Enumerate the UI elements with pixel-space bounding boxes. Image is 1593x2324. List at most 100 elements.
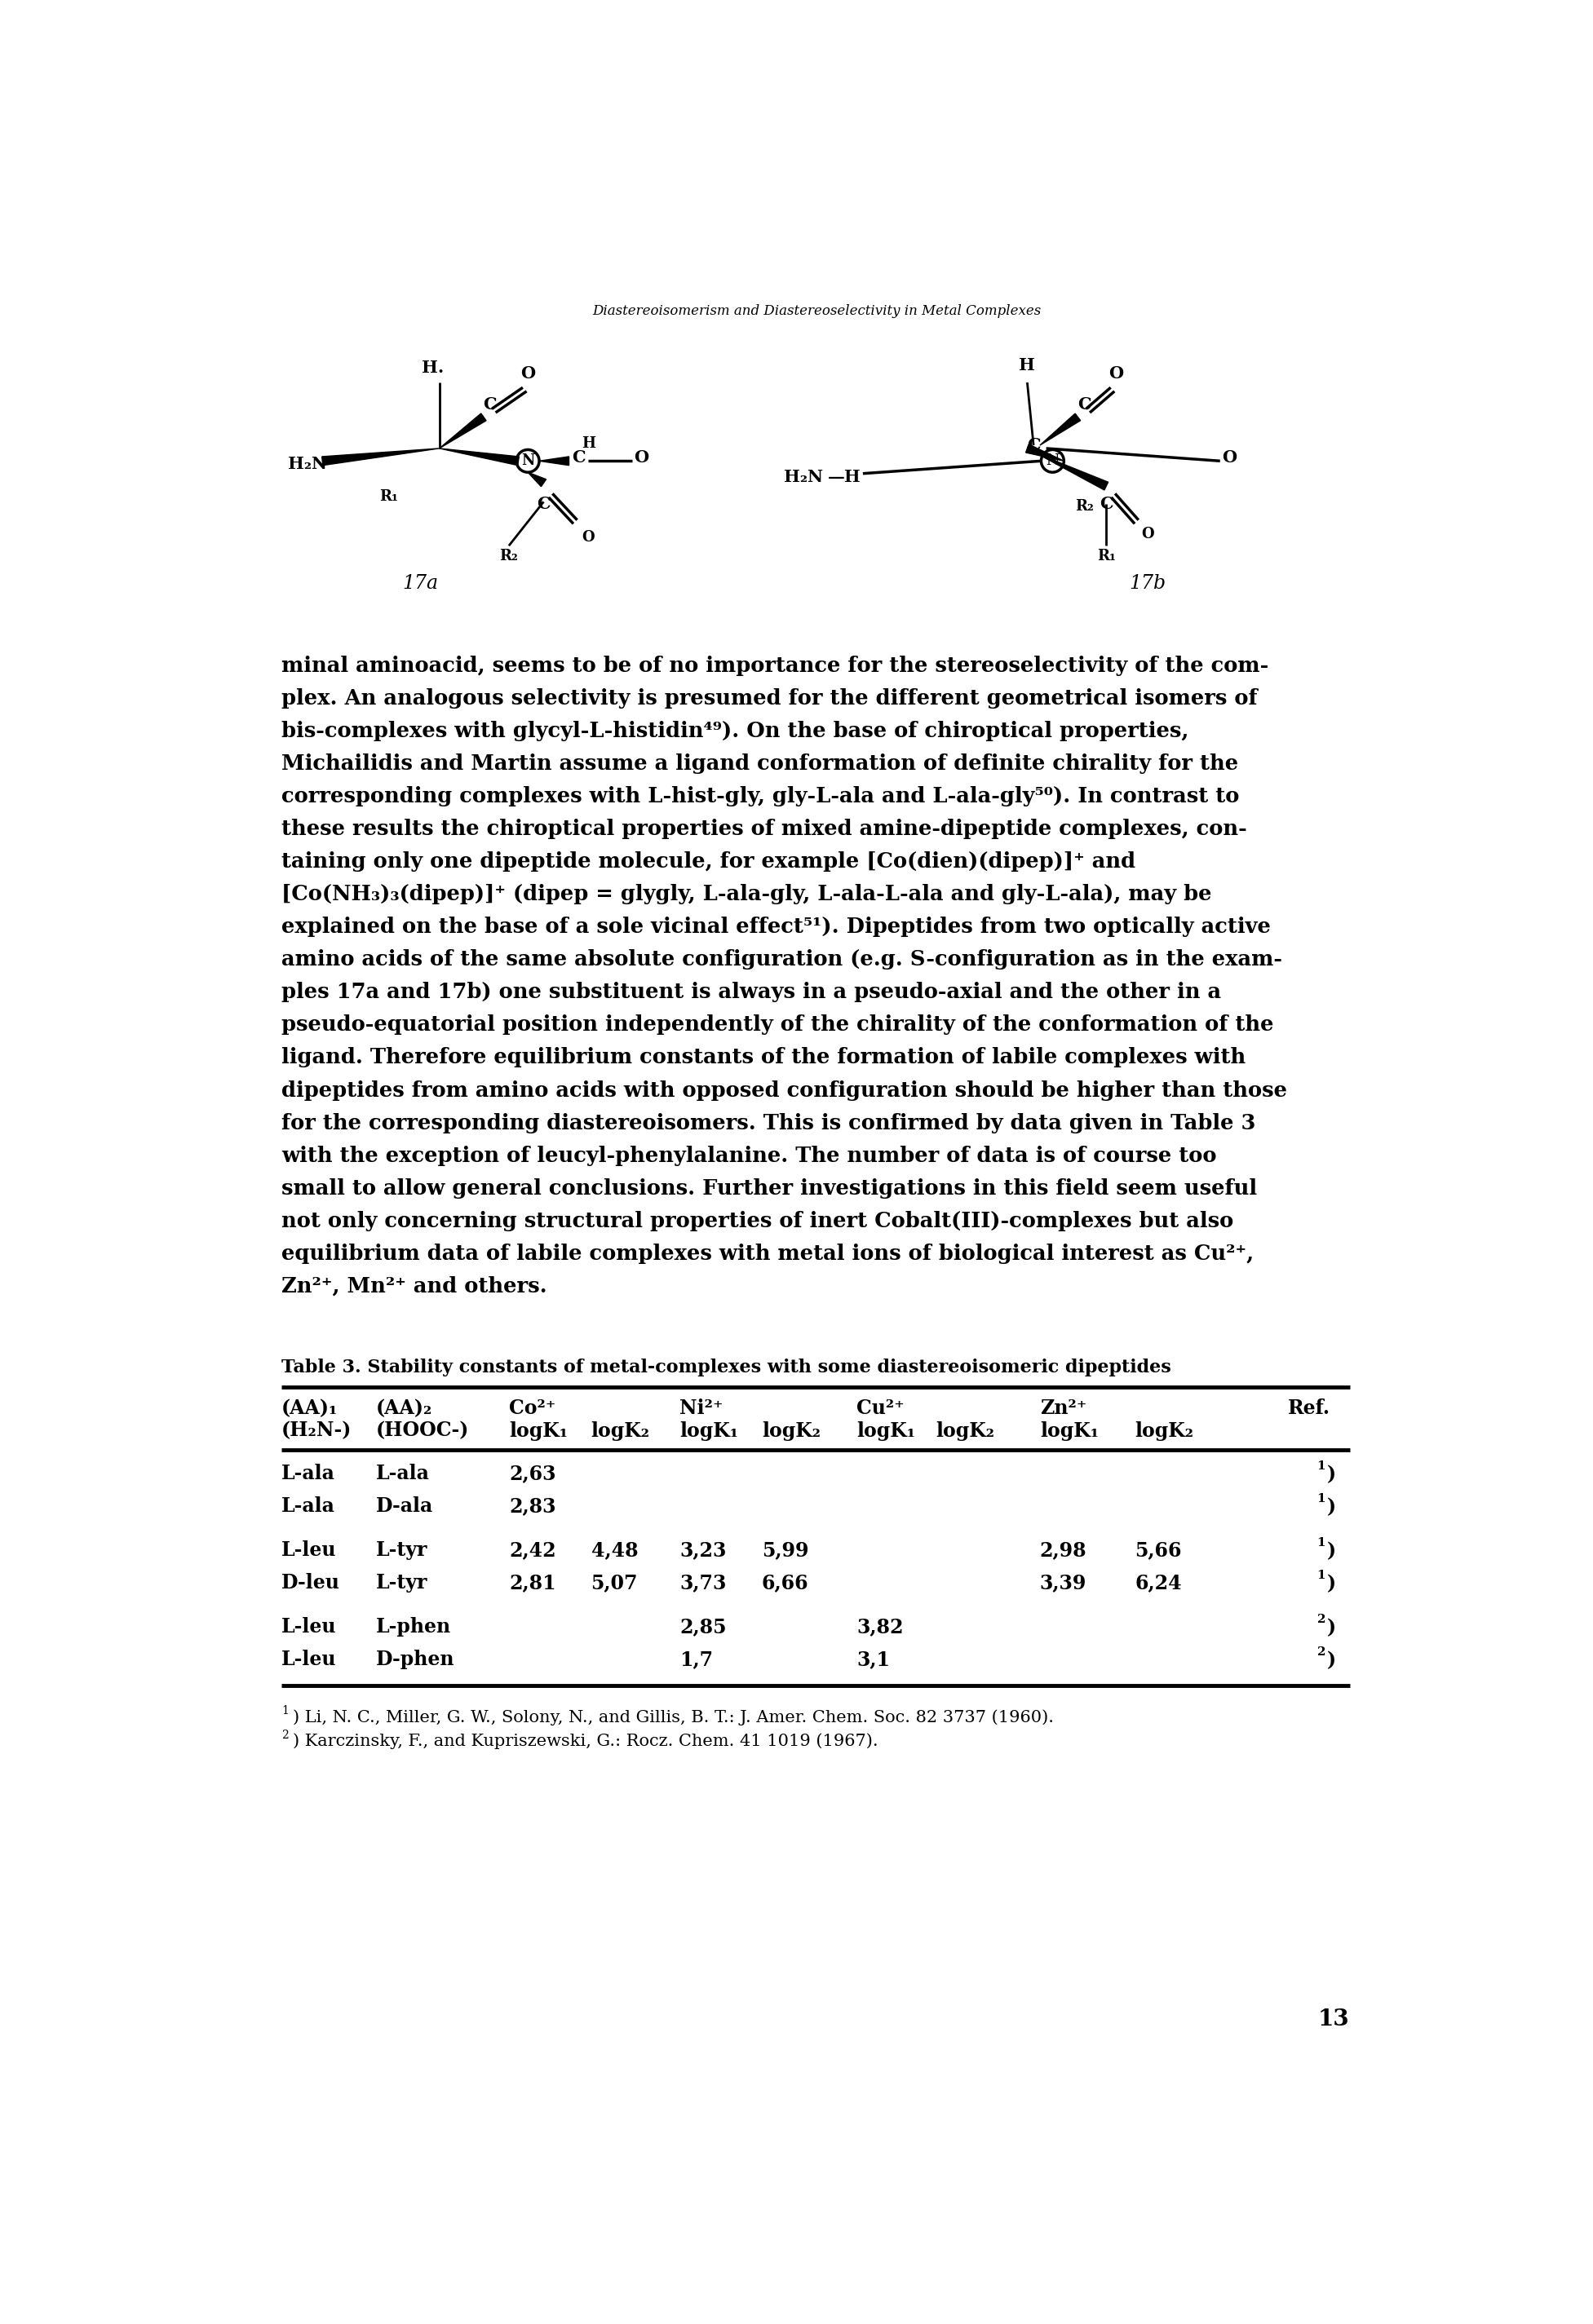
Text: 2,42: 2,42 [508,1541,556,1559]
Text: O: O [1109,365,1123,381]
Text: 2,98: 2,98 [1040,1541,1086,1559]
Polygon shape [538,456,569,465]
Polygon shape [1037,453,1109,490]
Text: 5,07: 5,07 [591,1573,637,1592]
Text: small to allow general conclusions. Further investigations in this field seem us: small to allow general conclusions. Furt… [282,1178,1257,1199]
Text: Diastereoisomerism and Diastereoselectivity in Metal Complexes: Diastereoisomerism and Diastereoselectiv… [593,304,1040,318]
Text: 13: 13 [1317,2008,1349,2031]
Text: O: O [634,449,648,467]
Polygon shape [1026,444,1064,460]
Text: L-tyr: L-tyr [376,1541,429,1559]
Text: (AA)₁: (AA)₁ [282,1399,338,1418]
Text: amino acids of the same absolute configuration (e.g. S-configuration as in the e: amino acids of the same absolute configu… [282,951,1282,969]
Text: L-leu: L-leu [282,1618,336,1636]
Text: H₂N: H₂N [288,456,327,472]
Text: H₂N: H₂N [784,469,824,486]
Text: N: N [521,453,535,469]
Text: pseudo-equatorial position independently of the chirality of the conformation of: pseudo-equatorial position independently… [282,1016,1273,1034]
Text: Michailidis and Martin assume a ligand conformation of definite chirality for th: Michailidis and Martin assume a ligand c… [282,753,1238,774]
Text: 1: 1 [282,1706,288,1717]
Text: C: C [537,495,551,511]
Text: logK₁: logK₁ [857,1420,916,1441]
Text: Co²⁺: Co²⁺ [508,1399,556,1418]
Text: 1: 1 [1317,1494,1325,1504]
Text: 5,66: 5,66 [1134,1541,1182,1559]
Text: ): ) [1327,1497,1337,1518]
Text: 3,82: 3,82 [857,1618,903,1636]
Text: Ref.: Ref. [1289,1399,1330,1418]
Text: 6,24: 6,24 [1134,1573,1182,1592]
Text: D-phen: D-phen [376,1650,456,1669]
Text: Zn²⁺: Zn²⁺ [1040,1399,1086,1418]
Text: D-leu: D-leu [282,1573,339,1592]
Text: L-ala: L-ala [282,1464,335,1483]
Text: H: H [1020,358,1035,374]
Text: L-ala: L-ala [376,1464,430,1483]
Text: O: O [1141,528,1153,541]
Text: plex. An analogous selectivity is presumed for the different geometrical isomers: plex. An analogous selectivity is presum… [282,688,1257,709]
Text: 3,1: 3,1 [857,1650,890,1669]
Text: D-ala: D-ala [376,1497,433,1515]
Text: 3,39: 3,39 [1040,1573,1086,1592]
Polygon shape [1040,414,1080,446]
Text: 1: 1 [1317,1569,1325,1580]
Text: L-ala: L-ala [282,1497,335,1515]
Text: dipeptides from amino acids with opposed configuration should be higher than tho: dipeptides from amino acids with opposed… [282,1081,1287,1102]
Text: C: C [1027,437,1040,453]
Text: O: O [581,530,594,544]
Text: taining only one dipeptide molecule, for example [Co(dien)(dipep)]⁺ and: taining only one dipeptide molecule, for… [282,851,1136,872]
Text: (HOOC-): (HOOC-) [376,1420,470,1441]
Text: these results the chiroptical properties of mixed amine-dipeptide complexes, con: these results the chiroptical properties… [282,818,1247,839]
Text: L-leu: L-leu [282,1541,336,1559]
Polygon shape [527,472,546,486]
Text: 3,23: 3,23 [680,1541,726,1559]
Text: minal aminoacid, seems to be of no importance for the stereoselectivity of the c: minal aminoacid, seems to be of no impor… [282,655,1268,676]
Text: ): ) [1327,1573,1337,1594]
Text: 2,83: 2,83 [508,1497,556,1515]
Text: (H₂N-): (H₂N-) [282,1420,352,1441]
Text: 2,81: 2,81 [508,1573,556,1592]
Text: R₁: R₁ [379,490,398,504]
Text: not only concerning structural properties of inert Cobalt(III)-complexes but als: not only concerning structural propertie… [282,1211,1233,1232]
Text: C: C [572,449,585,467]
Text: ): ) [1327,1464,1337,1485]
Text: logK₁: logK₁ [508,1420,567,1441]
Text: ): ) [1327,1541,1337,1562]
Text: R₂: R₂ [500,548,518,562]
Text: L-phen: L-phen [376,1618,451,1636]
Text: (AA)₂: (AA)₂ [376,1399,433,1418]
Text: 1,7: 1,7 [680,1650,714,1669]
Text: H: H [581,437,596,451]
Text: 1: 1 [1317,1536,1325,1548]
Text: 4,48: 4,48 [591,1541,639,1559]
Polygon shape [322,449,440,465]
Text: logK₂: logK₂ [1134,1420,1193,1441]
Text: bis-complexes with glycyl-L-histidin⁴⁹). On the base of chiroptical properties,: bis-complexes with glycyl-L-histidin⁴⁹).… [282,720,1188,741]
Text: equilibrium data of labile complexes with metal ions of biological interest as C: equilibrium data of labile complexes wit… [282,1243,1254,1264]
Polygon shape [440,449,519,465]
Text: N: N [1045,453,1059,469]
Text: H.: H. [422,360,444,376]
Text: [Co(NH₃)₃(dipep)]⁺ (dipep = glygly, L-ala-gly, L-ala-L-ala and gly-L-ala), may b: [Co(NH₃)₃(dipep)]⁺ (dipep = glygly, L-al… [282,883,1212,904]
Text: L-leu: L-leu [282,1650,336,1669]
Text: O: O [1222,449,1236,467]
Text: logK₁: logK₁ [680,1420,739,1441]
Text: C: C [483,397,497,414]
Text: Cu²⁺: Cu²⁺ [857,1399,905,1418]
Text: R₁: R₁ [1098,548,1115,562]
Text: 2: 2 [282,1729,288,1741]
Text: ligand. Therefore equilibrium constants of the formation of labile complexes wit: ligand. Therefore equilibrium constants … [282,1048,1246,1067]
Text: ) Li, N. C., Miller, G. W., Solony, N., and Gillis, B. T.: J. Amer. Chem. Soc. 8: ) Li, N. C., Miller, G. W., Solony, N., … [293,1708,1053,1724]
Text: ) Karczinsky, F., and Kupriszewski, G.: Rocz. Chem. 41 1019 (1967).: ) Karczinsky, F., and Kupriszewski, G.: … [293,1734,878,1750]
Text: Table 3. Stability constants of metal-complexes with some diastereoisomeric dipe: Table 3. Stability constants of metal-co… [282,1360,1171,1376]
Text: logK₂: logK₂ [935,1420,994,1441]
Text: O: O [521,365,535,381]
Text: 2: 2 [1317,1613,1325,1624]
Text: Zn²⁺, Mn²⁺ and others.: Zn²⁺, Mn²⁺ and others. [282,1276,546,1297]
Text: ): ) [1327,1650,1337,1671]
Text: logK₂: logK₂ [761,1420,820,1441]
Text: 6,66: 6,66 [761,1573,809,1592]
Text: 5,99: 5,99 [761,1541,809,1559]
Text: 2: 2 [1317,1645,1325,1657]
Text: explained on the base of a sole vicinal effect⁵¹). Dipeptides from two optically: explained on the base of a sole vicinal … [282,916,1271,937]
